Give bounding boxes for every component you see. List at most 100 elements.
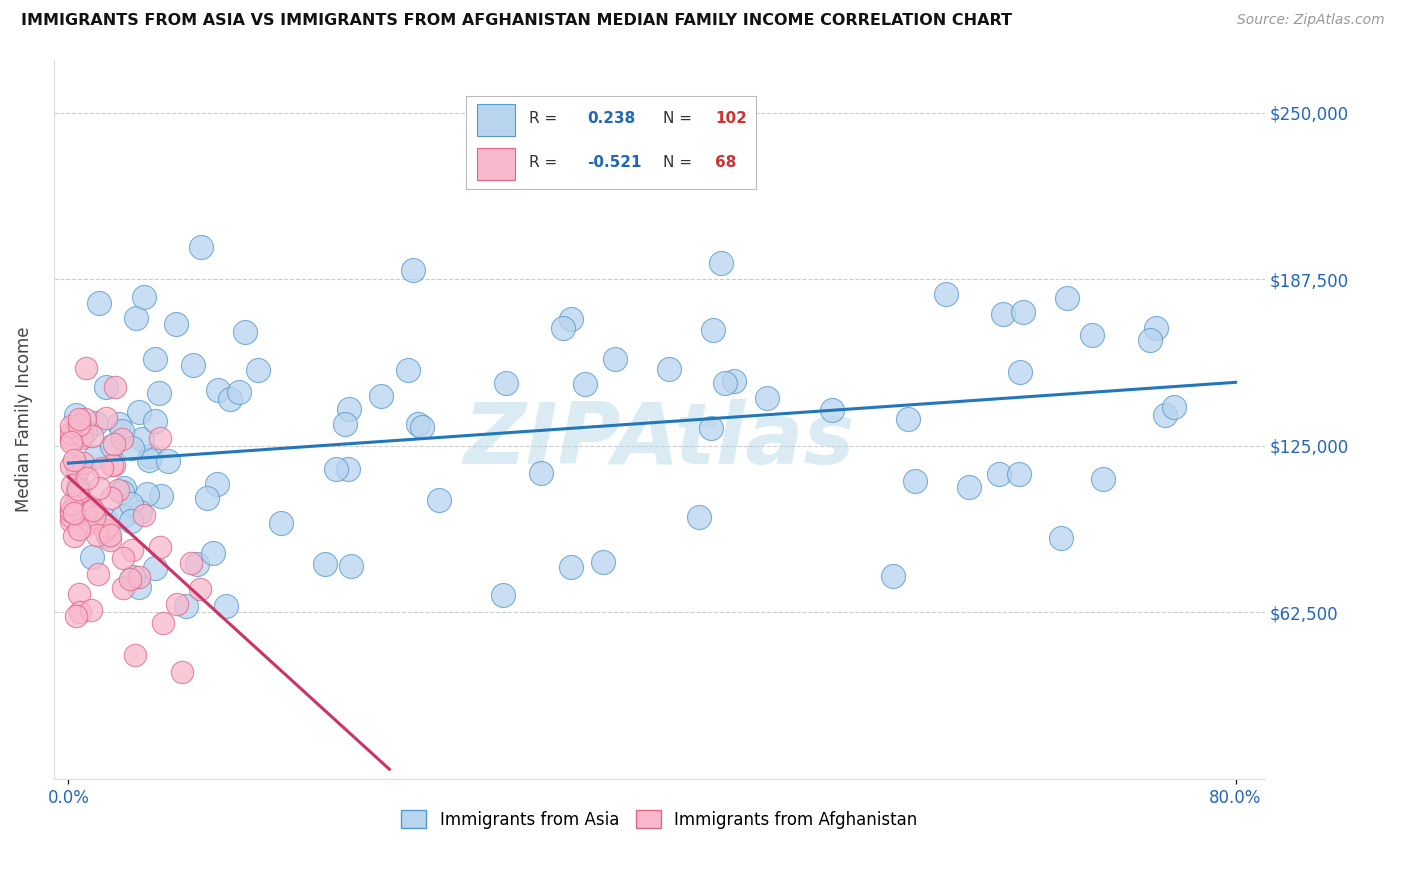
- Point: [702, 323, 724, 337]
- Point: [165, 318, 187, 332]
- Point: [605, 352, 627, 367]
- Point: [128, 405, 150, 419]
- Point: [201, 546, 224, 560]
- Point: [124, 648, 146, 663]
- Point: [149, 541, 172, 555]
- Point: [60, 514, 83, 528]
- Point: [411, 420, 433, 434]
- Point: [76, 471, 98, 485]
- Point: [150, 489, 173, 503]
- Point: [710, 256, 733, 270]
- Point: [723, 374, 745, 388]
- Point: [97, 529, 120, 543]
- Point: [143, 352, 166, 367]
- Point: [75, 425, 97, 440]
- Point: [408, 417, 430, 431]
- Point: [67, 485, 90, 500]
- Point: [66, 480, 89, 494]
- Point: [91, 517, 114, 532]
- Point: [270, 516, 292, 531]
- Point: [560, 560, 582, 574]
- Point: [107, 483, 129, 497]
- Point: [67, 522, 90, 536]
- Point: [93, 524, 115, 538]
- Point: [70, 431, 93, 445]
- Point: [228, 384, 250, 399]
- Point: [370, 389, 392, 403]
- Point: [134, 290, 156, 304]
- Point: [67, 587, 90, 601]
- Point: [530, 467, 553, 481]
- Point: [72, 427, 94, 442]
- Point: [205, 476, 228, 491]
- Point: [60, 509, 83, 524]
- Point: [98, 528, 121, 542]
- Point: [87, 481, 110, 495]
- Point: [65, 504, 87, 518]
- Point: [100, 491, 122, 505]
- Point: [1008, 365, 1031, 379]
- Point: [84, 450, 107, 464]
- Point: [219, 392, 242, 406]
- Point: [1012, 305, 1035, 319]
- Point: [86, 416, 108, 430]
- Point: [63, 506, 86, 520]
- Point: [111, 551, 134, 566]
- Point: [63, 453, 86, 467]
- Point: [73, 412, 96, 426]
- Point: [128, 570, 150, 584]
- Point: [592, 555, 614, 569]
- Point: [402, 263, 425, 277]
- Point: [170, 665, 193, 679]
- Point: [207, 383, 229, 397]
- Point: [122, 570, 145, 584]
- Point: [75, 506, 97, 520]
- Text: ZIPAtlas: ZIPAtlas: [464, 400, 855, 483]
- Point: [148, 432, 170, 446]
- Point: [87, 566, 110, 581]
- Point: [131, 432, 153, 446]
- Point: [1163, 400, 1185, 414]
- Point: [82, 428, 104, 442]
- Point: [396, 363, 419, 377]
- Point: [553, 321, 575, 335]
- Point: [69, 605, 91, 619]
- Point: [688, 510, 710, 524]
- Point: [111, 433, 134, 447]
- Point: [333, 417, 356, 431]
- Point: [69, 500, 91, 515]
- Point: [67, 417, 90, 432]
- Y-axis label: Median Family Income: Median Family Income: [15, 326, 32, 512]
- Point: [136, 487, 159, 501]
- Point: [73, 518, 96, 533]
- Point: [104, 380, 127, 394]
- Point: [67, 482, 90, 496]
- Point: [988, 467, 1011, 482]
- Point: [121, 442, 143, 456]
- Point: [1049, 531, 1071, 545]
- Point: [60, 504, 83, 518]
- Point: [337, 401, 360, 416]
- Point: [904, 474, 927, 488]
- Point: [60, 504, 83, 518]
- Point: [86, 528, 108, 542]
- Point: [1139, 334, 1161, 348]
- Point: [935, 286, 957, 301]
- Point: [111, 425, 134, 439]
- Point: [94, 512, 117, 526]
- Point: [108, 417, 131, 432]
- Legend: Immigrants from Asia, Immigrants from Afghanistan: Immigrants from Asia, Immigrants from Af…: [395, 804, 924, 835]
- Point: [65, 496, 87, 510]
- Point: [1056, 291, 1078, 305]
- Point: [233, 325, 256, 339]
- Point: [82, 503, 104, 517]
- Point: [1081, 327, 1104, 342]
- Point: [560, 312, 582, 326]
- Point: [72, 456, 94, 470]
- Point: [699, 420, 721, 434]
- Point: [101, 458, 124, 473]
- Point: [65, 608, 87, 623]
- Point: [174, 599, 197, 613]
- Point: [112, 481, 135, 495]
- Point: [98, 533, 121, 547]
